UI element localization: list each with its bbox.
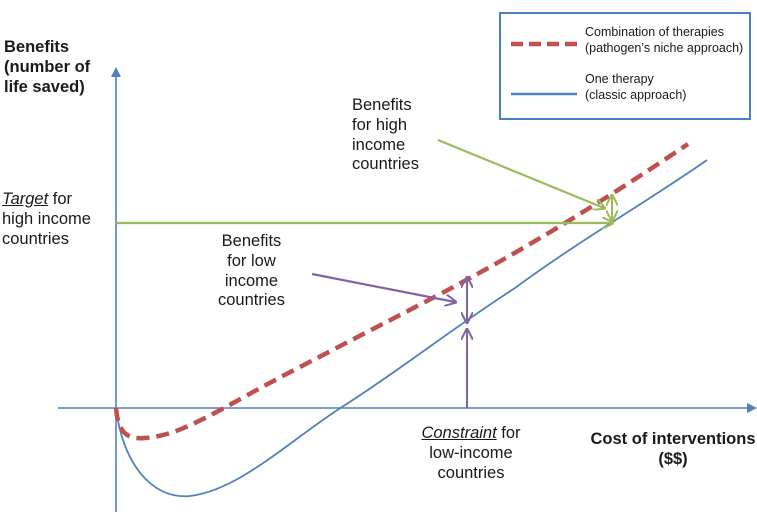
legend: Combination of therapies (pathogen’s nic… — [499, 12, 751, 120]
legend-combination-line-1: Combination of therapies — [585, 25, 724, 39]
target-label-rest: for — [48, 190, 73, 208]
high-income-line-2: for high — [352, 115, 408, 134]
target-label-line-3: countries — [2, 229, 69, 248]
constraint-label: Constraint for low-income countries — [408, 424, 534, 483]
target-label-line-2: high income — [2, 209, 91, 228]
high-income-benefits-label: Benefits for high income countries — [352, 96, 419, 175]
low-income-line-2: for low — [227, 251, 276, 270]
combination-therapy-curve — [113, 142, 690, 441]
legend-single-line-1: One therapy — [585, 72, 654, 86]
y-axis-label-line-2: (number of — [4, 57, 91, 76]
y-axis-label-line-1: Benefits — [4, 38, 70, 56]
high-income-pointer-arrow — [437, 138, 604, 208]
y-axis-label: Benefits (number of life saved) — [4, 38, 114, 97]
legend-single-line-2: (classic approach) — [585, 87, 687, 102]
low-income-benefits-label: Benefits for low income countries — [218, 232, 285, 311]
low-income-line-3: income — [224, 271, 279, 290]
constraint-label-rest: for — [496, 424, 521, 442]
legend-combination-line-2: (pathogen’s niche approach) — [585, 40, 744, 55]
high-income-line-1: Benefits — [352, 96, 412, 114]
low-income-pointer-arrow — [311, 272, 455, 302]
low-income-line-4: countries — [218, 291, 285, 310]
constraint-label-line-2: low-income — [429, 443, 513, 462]
y-axis-label-line-3: life saved) — [4, 77, 85, 96]
high-income-line-3: income — [352, 135, 406, 154]
legend-swatches — [511, 41, 577, 96]
high-income-line-4: countries — [352, 155, 419, 174]
x-axis-label-line-2: ($$) — [658, 449, 688, 468]
x-axis-label-line-1: Cost of interventions — [590, 430, 756, 448]
low-income-line-1: Benefits — [221, 232, 282, 250]
target-label: Target for high income countries — [2, 190, 91, 249]
target-label-emphasis: Target — [2, 190, 49, 208]
constraint-label-emphasis: Constraint — [421, 424, 497, 442]
legend-item-combination: Combination of therapies (pathogen’s nic… — [585, 25, 743, 56]
legend-item-single: One therapy (classic approach) — [585, 72, 686, 103]
single-therapy-curve — [115, 159, 708, 498]
constraint-label-line-3: countries — [437, 463, 505, 482]
x-axis-label: Cost of interventions ($$) — [588, 430, 757, 470]
